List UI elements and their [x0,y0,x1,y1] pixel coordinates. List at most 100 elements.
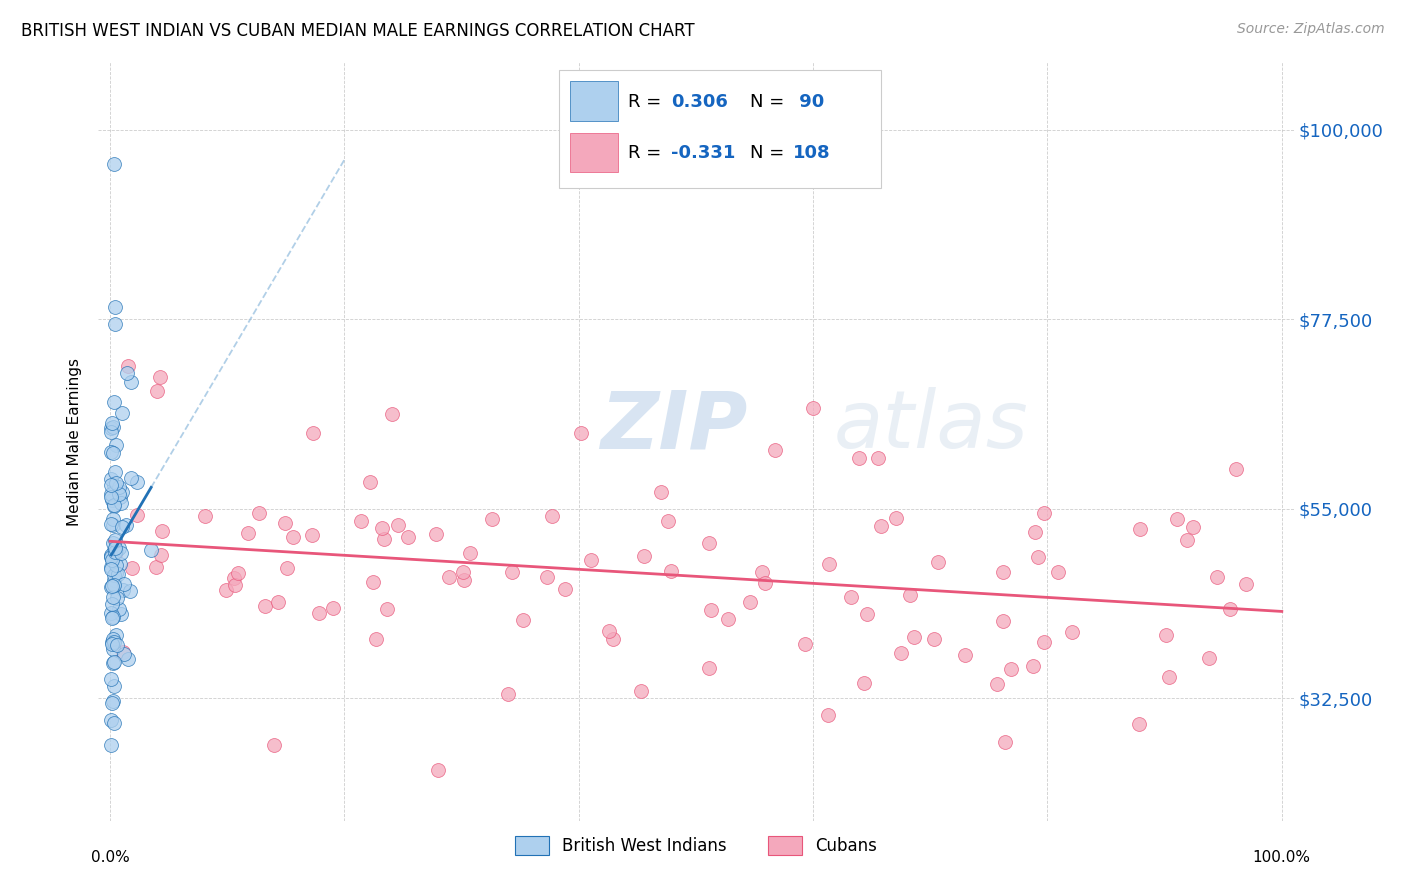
Point [991,566,1014,580]
Point [884,511,907,525]
Point [103,635,125,649]
Point [236,525,259,540]
Point [451,565,474,579]
Text: N =: N = [749,145,790,162]
Point [101,553,124,567]
Point [103,656,125,670]
Point [359,475,381,489]
Point [100,425,122,439]
Point [103,656,125,670]
Point [104,566,127,581]
Point [1219,602,1241,616]
Point [501,566,523,580]
Text: BRITISH WEST INDIAN VS CUBAN MEDIAN MALE EARNINGS CORRELATION CHART: BRITISH WEST INDIAN VS CUBAN MEDIAN MALE… [21,22,695,40]
Point [105,476,128,491]
Point [103,578,125,592]
Point [697,536,720,550]
Point [481,511,503,525]
Point [103,498,125,512]
Point [108,602,131,616]
Point [396,530,419,544]
Point [224,571,246,585]
Point [101,598,124,612]
Point [427,763,450,777]
Point [453,573,475,587]
Point [111,484,134,499]
Point [108,480,131,494]
Point [107,541,129,556]
Point [100,478,122,492]
Point [1024,525,1046,540]
Point [105,628,128,642]
Point [108,490,131,504]
Point [115,366,138,380]
Point [1062,624,1084,639]
Point [101,642,124,657]
Point [302,425,325,440]
Point [927,555,949,569]
Point [100,559,122,574]
Point [103,156,125,170]
Point [1154,628,1177,642]
Point [103,632,125,646]
Point [751,565,773,579]
Text: N =: N = [749,93,790,111]
Point [276,561,298,575]
Point [100,487,122,501]
Point [110,607,132,621]
Point [226,566,249,580]
Point [103,568,125,582]
Point [717,612,740,626]
Point [659,564,682,578]
Point [105,638,128,652]
Point [364,632,387,646]
Point [112,647,135,661]
Point [145,559,167,574]
Point [146,384,169,398]
Point [1166,512,1188,526]
Point [868,451,890,466]
Text: R =: R = [628,93,666,111]
Point [350,514,373,528]
Point [247,506,270,520]
Point [263,738,285,752]
Point [100,549,122,564]
Point [103,578,125,592]
Point [458,546,481,560]
Point [903,630,925,644]
Point [100,606,122,620]
Point [104,317,127,331]
Text: Source: ZipAtlas.com: Source: ZipAtlas.com [1237,22,1385,37]
Point [110,496,132,510]
Point [793,637,815,651]
Point [120,471,142,485]
Point [1032,506,1054,520]
Point [107,566,129,581]
Point [103,694,125,708]
Point [738,594,761,608]
Point [848,450,870,465]
Point [125,475,148,489]
Point [274,516,297,530]
Point [1159,670,1181,684]
Point [104,558,127,572]
Point [1128,716,1150,731]
Point [100,550,122,565]
Y-axis label: Median Male Earnings: Median Male Earnings [67,358,83,525]
Point [111,520,134,534]
Point [101,493,124,508]
Point [308,607,330,621]
Point [103,573,125,587]
Point [700,602,723,616]
Point [111,406,134,420]
Point [1198,651,1220,665]
Point [194,509,217,524]
Point [224,578,246,592]
Point [101,579,124,593]
Point [104,533,127,547]
Point [1225,461,1247,475]
Point [100,473,122,487]
Point [100,738,122,752]
Point [101,637,124,651]
Point [1033,635,1056,649]
